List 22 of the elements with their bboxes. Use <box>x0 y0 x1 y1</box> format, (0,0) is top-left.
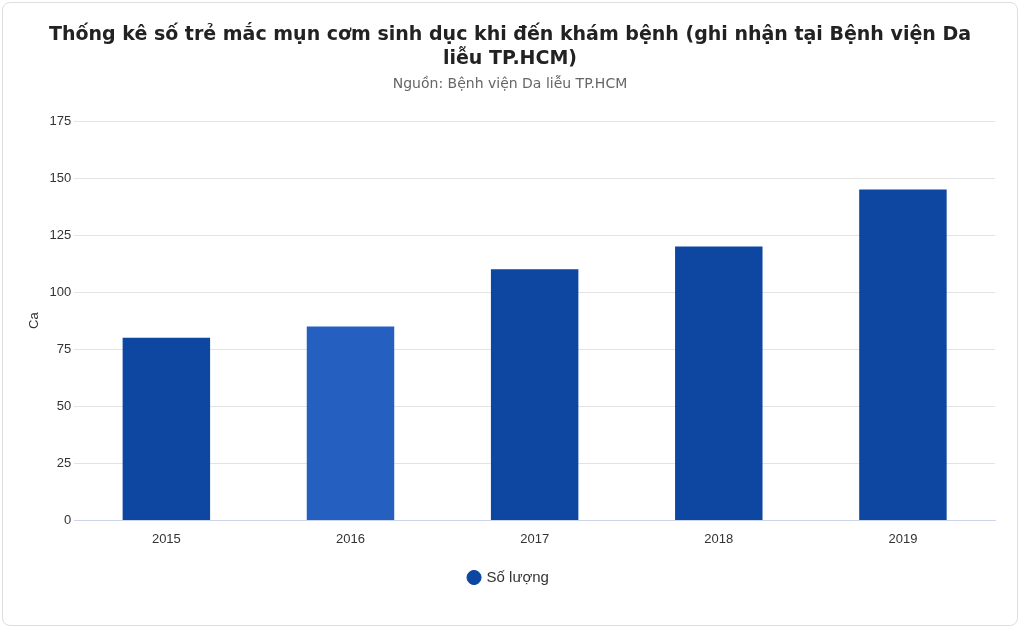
y-tick-label: 100 <box>49 283 72 299</box>
x-tick-label: 2018 <box>704 530 734 546</box>
y-tick-label: 175 <box>49 112 72 128</box>
bar <box>675 246 763 520</box>
chart-subtitle: Nguồn: Bệnh viện Da liễu TP.HCM <box>391 75 629 91</box>
bar <box>859 189 947 520</box>
x-tick-label: 2016 <box>336 530 365 546</box>
y-tick-label: 75 <box>56 340 72 356</box>
y-tick-label: 125 <box>49 226 72 242</box>
bar <box>122 337 211 520</box>
y-axis-title: Ca <box>26 311 42 330</box>
y-tick-label: 0 <box>64 511 72 527</box>
y-tick-label: 25 <box>56 454 72 470</box>
y-tick-label: 150 <box>49 169 72 185</box>
y-tick-label: 50 <box>56 397 72 413</box>
bar <box>306 326 395 520</box>
x-tick-label: 2017 <box>520 530 550 546</box>
legend-label: Số lượng <box>486 567 549 585</box>
x-tick-label: 2019 <box>888 530 918 546</box>
bar <box>490 269 579 520</box>
chart-title: Thống kê số trẻ mắc mụn cơm sinh dục khi đến khám bệnh (ghi nhận tại Bệnh viện Da liễu TP.HCM) <box>48 21 972 69</box>
x-tick-label: 2015 <box>151 530 181 546</box>
